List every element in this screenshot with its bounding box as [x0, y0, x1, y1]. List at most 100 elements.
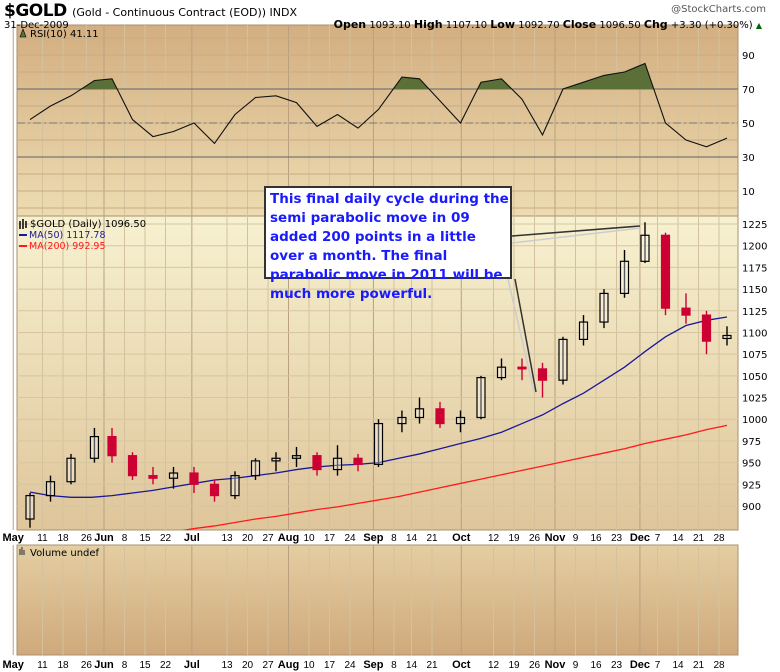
x-tick-label: Oct [452, 532, 471, 544]
price-legend: $GOLD (Daily) 1096.50 [30, 219, 146, 230]
volume-panel [16, 544, 739, 656]
candle-body [558, 338, 568, 381]
rsi-tick-label: 30 [742, 153, 755, 164]
x-tick-label: 26 [529, 533, 541, 544]
y-tick-label: 1050 [742, 372, 767, 383]
x-tick-label: 20 [242, 533, 254, 544]
x-tick-label: Sep [363, 659, 383, 671]
x-tick-label: 12 [488, 533, 500, 544]
candle-body [578, 321, 589, 341]
candle-body [373, 422, 384, 465]
candle-body [45, 481, 56, 497]
x-tick-label: 15 [139, 533, 151, 544]
x-tick-label: 13 [221, 533, 233, 544]
x-tick-label: 20 [242, 660, 254, 671]
y-tick-label: 1225 [742, 220, 767, 231]
candle-body [250, 460, 261, 477]
x-tick-label: Nov [545, 532, 567, 544]
x-tick-label: Jul [184, 659, 200, 671]
volume-legend-icon [19, 547, 25, 555]
x-tick-label: 16 [590, 533, 602, 544]
x-tick-label: Aug [278, 659, 299, 671]
rsi-line [29, 62, 728, 148]
rsi-legend-icon [19, 28, 27, 38]
chart-date: 31-Dec-2009 [4, 20, 69, 31]
candle-body [353, 457, 363, 465]
close-label: Close [562, 18, 597, 31]
low-label: Low [490, 18, 516, 31]
chg-label: Chg [643, 18, 668, 31]
candle-body [209, 483, 220, 497]
x-tick-label: 26 [81, 660, 93, 671]
candle-body [496, 366, 507, 379]
x-tick-label: 8 [122, 533, 128, 544]
close-value: 1096.50 [599, 20, 641, 31]
x-tick-label: 27 [262, 533, 274, 544]
candle-body [517, 366, 527, 370]
x-tick-label: 13 [221, 660, 233, 671]
y-tick-label: 1000 [742, 415, 767, 426]
x-tick-label: 7 [655, 660, 661, 671]
x-tick-label: 18 [57, 533, 69, 544]
x-tick-label: 8 [391, 533, 397, 544]
candle-body [701, 314, 712, 342]
x-tick-label: May [3, 532, 25, 544]
candle-body [127, 455, 138, 477]
x-tick-label: 24 [344, 533, 356, 544]
x-tick-label: 23 [611, 660, 623, 671]
x-tick-label: 17 [324, 533, 336, 544]
x-tick-label: Dec [630, 532, 650, 544]
y-tick-label: 900 [742, 502, 761, 513]
x-tick-label: 28 [713, 660, 725, 671]
x-tick-label: 22 [160, 533, 172, 544]
candle-body [619, 260, 630, 295]
x-tick-label: Sep [363, 532, 383, 544]
candle-body [332, 457, 343, 471]
ma200-line [181, 424, 728, 530]
x-tick-label: 14 [672, 660, 684, 671]
candle-body [476, 376, 486, 419]
x-tick-label: Jun [94, 659, 114, 671]
x-tick-label: 8 [122, 660, 128, 671]
callout-line-low [507, 278, 535, 393]
x-tick-label: 16 [590, 660, 602, 671]
y-tick-label: 1150 [742, 285, 767, 296]
x-tick-label: 27 [262, 660, 274, 671]
x-tick-label: Nov [545, 659, 567, 671]
symbol: $GOLD [4, 1, 67, 21]
candle-body [660, 234, 671, 309]
rsi-overbought-fill [30, 63, 727, 89]
candle-body [640, 234, 650, 262]
x-tick-label: 9 [573, 660, 579, 671]
candle-legend-icon [19, 219, 27, 229]
brand-link[interactable]: @StockCharts.com [671, 4, 766, 15]
x-tick-label: 15 [139, 660, 151, 671]
candle-body [397, 416, 407, 425]
x-tick-label: Aug [278, 532, 299, 544]
ma50-legend: MA(50) 1117.78 [29, 230, 106, 241]
y-tick-label: 950 [742, 459, 761, 470]
candle-body [722, 334, 732, 340]
x-tick-label: Oct [452, 659, 471, 671]
candle-body [148, 475, 158, 479]
y-tick-label: 1075 [742, 350, 767, 361]
x-tick-label: 9 [573, 533, 579, 544]
x-tick-label: 8 [391, 660, 397, 671]
x-tick-label: 17 [324, 660, 336, 671]
x-tick-label: 21 [426, 660, 438, 671]
callout-line-peak [511, 225, 641, 237]
ma200-legend: MA(200) 992.95 [29, 241, 106, 252]
candle-body [414, 408, 425, 419]
rsi-legend: RSI(10) 41.11 [30, 29, 99, 40]
x-tick-label: 7 [655, 533, 661, 544]
callout-line-peak [511, 227, 641, 244]
y-tick-label: 1100 [742, 328, 767, 339]
x-tick-label: 19 [508, 533, 520, 544]
candle-body [189, 472, 199, 485]
quote-summary: Open 1093.10 High 1107.10 Low 1092.70 Cl… [334, 18, 762, 31]
x-tick-label: 21 [693, 533, 705, 544]
rsi-tick-label: 10 [742, 187, 755, 198]
high-label: High [413, 18, 443, 31]
low-value: 1092.70 [518, 20, 560, 31]
x-tick-label: Dec [630, 659, 650, 671]
